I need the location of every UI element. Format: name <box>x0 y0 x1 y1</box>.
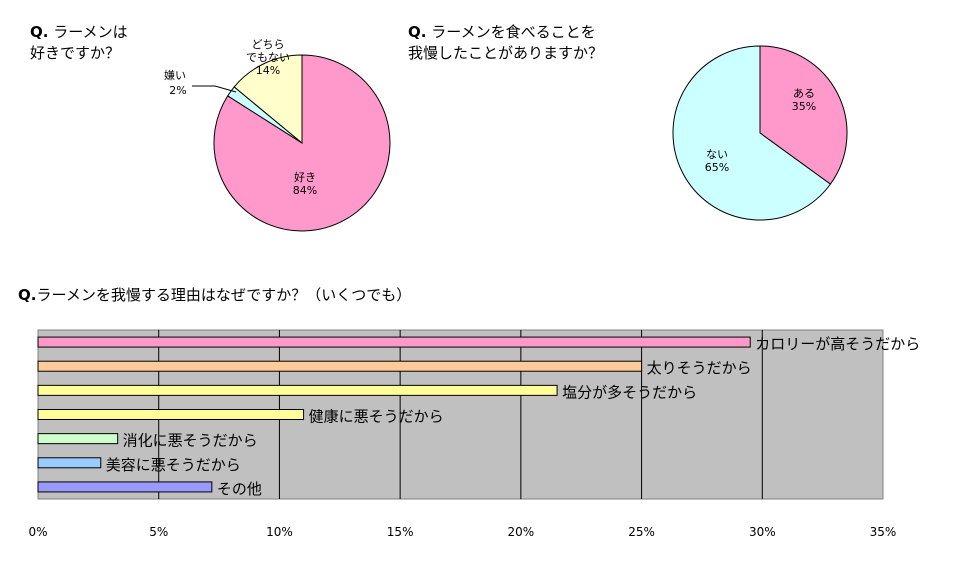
pie1-slice-0-value: 35% <box>792 100 816 113</box>
bar-2-label: 塩分が多そうだから <box>562 383 697 401</box>
bar-xtick-2: 10% <box>266 525 293 539</box>
question-3-prefix: Q. <box>18 286 37 304</box>
pie1-slice-0 <box>759 45 848 185</box>
question-1-title: Q. ラーメンは 好きですか？ <box>30 22 128 64</box>
bar-3 <box>37 409 305 420</box>
bar-6-label: その他 <box>217 480 262 498</box>
bar-xtick-7: 35% <box>870 525 897 539</box>
bar-xtick-4: 20% <box>508 525 535 539</box>
bar-2 <box>37 384 558 396</box>
question-2-title: Q. ラーメンを食べることを 我慢したことがありますか？ <box>408 22 603 64</box>
bar-0-label: カロリーが高そうだから <box>755 335 920 353</box>
pie0-slice-2-value: 14% <box>256 64 280 77</box>
question-2-text: ラーメンを食べることを 我慢したことがありますか？ <box>408 23 604 62</box>
bar-xtick-5: 25% <box>628 525 655 539</box>
pie1-slice-0-label: ある <box>793 87 815 100</box>
pie0-slice-1-value: 2% <box>169 84 186 97</box>
bar-4-label: 消化に悪そうだから <box>123 432 258 450</box>
question-3-title: Q.ラーメンを我慢する理由はなぜですか？（いくつでも） <box>18 285 411 306</box>
pie1-slice-1-label: ない <box>706 148 728 161</box>
question-3-text: ラーメンを我慢する理由はなぜですか？（いくつでも） <box>36 286 412 304</box>
bar-0 <box>37 336 751 348</box>
question-1-prefix: Q. <box>30 23 49 41</box>
bar-xtick-0: 0% <box>28 525 47 539</box>
pie0-slice-0-label: 好き <box>294 170 316 184</box>
bar-4 <box>37 433 119 445</box>
bar-5-label: 美容に悪そうだから <box>106 456 241 474</box>
pie0-slice-2-label: どちらでもない <box>246 38 290 64</box>
pie0-slice-0-value: 84% <box>293 184 317 197</box>
bar-3-label: 健康に悪そうだから <box>309 408 444 426</box>
pie0-slice-1-label: 嫌い <box>164 68 186 82</box>
question-1-text: ラーメンは 好きですか？ <box>30 23 128 62</box>
bar-1-label: 太りそうだから <box>647 359 752 377</box>
bar-xtick-1: 5% <box>149 525 168 539</box>
pie0-leader-line <box>192 85 237 93</box>
pie1-slice-1 <box>672 45 832 221</box>
question-2-prefix: Q. <box>408 23 427 41</box>
pie1-slice-1-value: 65% <box>705 161 729 174</box>
pie0-slice-2 <box>233 54 303 145</box>
bar-xtick-6: 30% <box>749 525 776 539</box>
bar-xtick-3: 15% <box>387 525 414 539</box>
bar-1 <box>37 360 643 372</box>
bar-5 <box>37 457 102 469</box>
bar-6 <box>37 481 213 493</box>
